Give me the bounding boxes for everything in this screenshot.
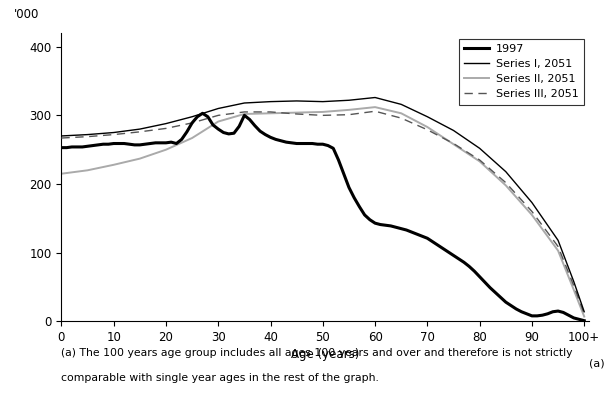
1997 — [429, 239, 437, 244]
1997 — [199, 111, 206, 116]
Text: '000: '000 — [14, 8, 39, 21]
Series I, 2051 — [455, 131, 462, 136]
Series III, 2051 — [376, 110, 384, 115]
Series I, 2051 — [58, 133, 65, 138]
Series III, 2051 — [371, 109, 379, 114]
Series II, 2051 — [376, 106, 384, 111]
Legend: 1997, Series I, 2051, Series II, 2051, Series III, 2051: 1997, Series I, 2051, Series II, 2051, S… — [459, 38, 584, 105]
Series III, 2051 — [455, 144, 462, 149]
X-axis label: Age (years): Age (years) — [291, 348, 360, 361]
1997 — [95, 143, 102, 147]
Series I, 2051 — [580, 309, 588, 314]
Series III, 2051 — [429, 130, 437, 135]
1997 — [303, 141, 311, 146]
Text: (a) The 100 years age group includes all ages 100 years and over and therefore i: (a) The 100 years age group includes all… — [61, 348, 573, 358]
1997 — [376, 222, 384, 227]
Series I, 2051 — [429, 117, 437, 122]
1997 — [455, 256, 462, 261]
Series II, 2051 — [188, 136, 196, 140]
1997 — [58, 145, 65, 150]
Series II, 2051 — [580, 314, 588, 319]
Series I, 2051 — [95, 131, 102, 136]
Line: Series III, 2051: Series III, 2051 — [61, 111, 584, 314]
Series III, 2051 — [58, 136, 65, 140]
Text: (a): (a) — [589, 359, 605, 369]
Series III, 2051 — [580, 311, 588, 316]
Series II, 2051 — [429, 128, 437, 133]
Series II, 2051 — [371, 105, 379, 110]
Series I, 2051 — [298, 98, 306, 103]
1997 — [580, 318, 588, 323]
Series II, 2051 — [95, 166, 102, 171]
Series III, 2051 — [298, 112, 306, 117]
Line: Series I, 2051: Series I, 2051 — [61, 98, 584, 312]
Line: 1997: 1997 — [61, 113, 584, 321]
Series III, 2051 — [188, 120, 196, 125]
Text: comparable with single year ages in the rest of the graph.: comparable with single year ages in the … — [61, 373, 379, 383]
1997 — [188, 120, 196, 125]
Series II, 2051 — [455, 145, 462, 150]
Series II, 2051 — [58, 171, 65, 176]
Series III, 2051 — [95, 133, 102, 138]
Series I, 2051 — [188, 114, 196, 119]
Series I, 2051 — [376, 96, 384, 101]
Series I, 2051 — [371, 95, 379, 100]
Series II, 2051 — [298, 110, 306, 115]
Line: Series II, 2051: Series II, 2051 — [61, 107, 584, 316]
